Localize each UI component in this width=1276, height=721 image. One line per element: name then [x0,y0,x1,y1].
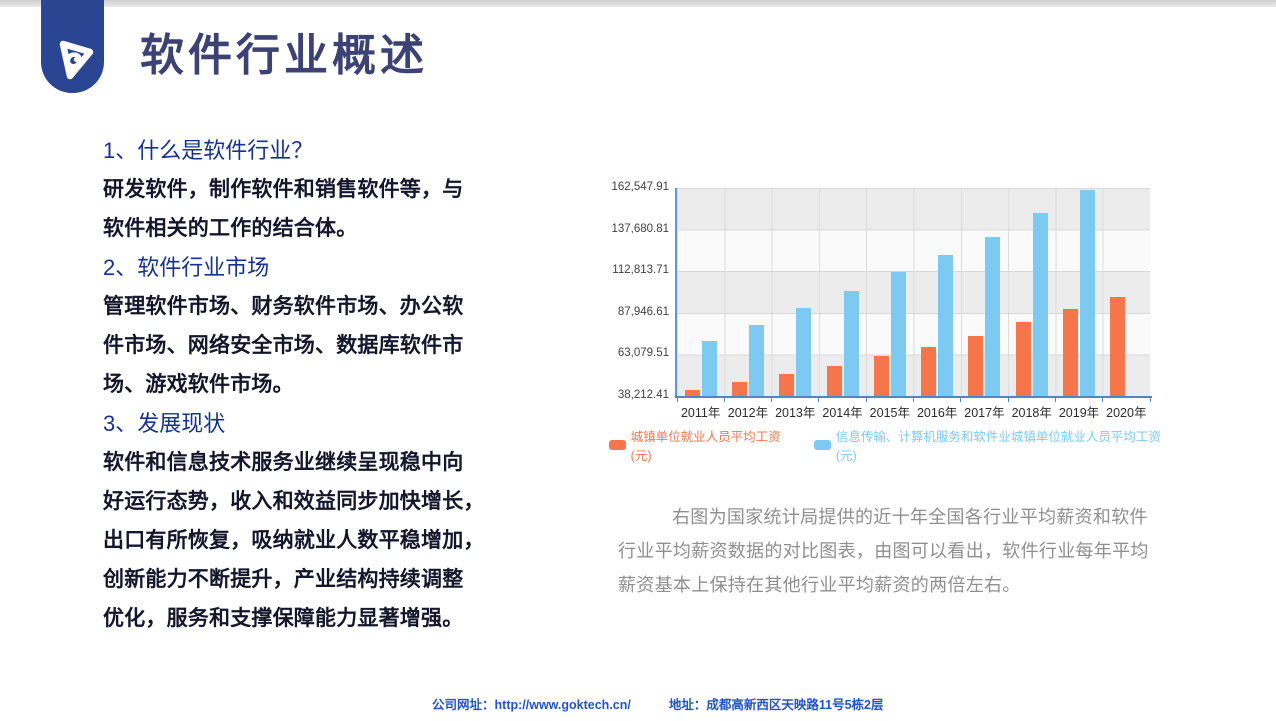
section-heading-3: 3、发展现状 [103,411,226,436]
bar-2018年-series1 [1015,322,1031,396]
legend-item-1: 城镇单位就业人员平均工资(元) [609,426,798,464]
x-axis-line [675,396,1152,398]
x-axis-label: 2013年 [775,406,816,420]
x-axis-tick [865,398,867,402]
y-axis-line [675,188,677,398]
footer-website: 公司网址：http://www.goktech.cn/ [432,694,631,713]
chart-caption: 右图为国家统计局提供的近十年全国各行业平均薪资和软件行业平均薪资数据的对比图表，… [618,500,1178,602]
x-axis-tick [960,398,962,402]
legend-swatch [814,440,831,450]
content-sections: 1、什么是软件行业？ 研发软件，制作软件和销售软件等，与 软件相关的工作的结合体。 2… [103,131,503,638]
legend-label: 城镇单位就业人员平均工资(元) [630,430,781,463]
bar-2020年-series1 [1110,297,1126,396]
bar-2018年-series2 [1032,213,1048,396]
y-axis-tick-label: 38,212.41 [617,389,669,401]
x-axis-tick [913,398,914,402]
legend-item-2: 信息传输、计算机服务和软件业城镇单位就业人员平均工资(元) [814,426,1175,464]
x-axis-label: 2019年 [1058,406,1100,420]
bar-2016年-series2 [938,255,954,396]
section-body-line: 研发软件，制作软件和销售软件等，与 [103,178,464,201]
bar-2011年-series2 [701,341,717,396]
y-axis-tick-label: 137,680.81 [611,222,669,235]
website-link[interactable]: http://www.goktech.cn/ [494,698,631,712]
company-logo [41,0,104,93]
section-heading-2: 2、软件行业市场 [103,255,270,280]
address-label: 地址： [668,698,707,712]
section-body-line: 场、游戏软件市场。 [103,373,294,396]
x-axis-label: 2012年 [727,406,769,420]
top-edge-strip [0,0,1276,7]
bar-2016年-series1 [921,347,937,396]
bar-2011年-series1 [684,390,700,396]
y-axis-tick-label: 162,547.91 [611,181,669,193]
x-axis-label: 2018年 [1011,406,1052,420]
page-title: 软件行业概述 [140,31,428,80]
x-axis-tick [1102,398,1104,402]
chart-plot-area [675,188,1152,398]
bar-2015年-series2 [890,272,906,396]
x-axis-label: 2020年 [1106,406,1147,420]
bar-2015年-series1 [873,356,889,396]
website-label: 公司网址： [432,698,495,712]
section-body-line: 管理软件市场、财务软件市场、办公软 [103,295,464,318]
section-body-line: 创新能力不断提升，产业结构持续调整 [103,568,464,591]
x-axis-tick [771,398,773,402]
section-body-line: 好运行态势，收入和效益同步加快增长， [103,490,485,513]
y-axis-tick-label: 87,946.61 [617,305,669,318]
bar-2017年-series1 [968,336,984,396]
bar-2012年-series1 [731,382,747,396]
x-axis-label: 2017年 [964,406,1005,420]
salary-bar-chart: 38,212.41 63,079.51 87,946.61 112,813.71 137… [609,180,1175,463]
section-body-line: 软件相关的工作的结合体。 [103,217,358,240]
x-axis-tick [818,398,820,402]
section-body-line: 出口有所恢复，吸纳就业人数平稳增加， [103,529,485,552]
caption-line: 薪资基本上保持在其他行业平均薪资的两倍左右。 [618,575,1021,595]
x-axis-tick [723,398,725,402]
footer-address: 地址：成都高新西区天映路11号5栋2层 [669,694,884,713]
footer: 公司网址：http://www.goktech.cn/ 地址：成都高新西区天映路… [432,694,884,713]
bar-2012年-series2 [748,325,764,396]
legend-label: 信息传输、计算机服务和软件业城镇单位就业人员平均工资(元) [835,430,1161,463]
section-body-line: 优化，服务和支撑保障能力显著增强。 [103,607,464,630]
bar-2013年-series1 [779,374,795,396]
bar-2014年-series1 [826,366,842,396]
x-axis-tick [1007,398,1009,402]
bar-2013年-series2 [796,308,812,396]
x-axis-label: 2014年 [822,406,863,420]
caption-line: 行业平均薪资数据的对比图表，由图可以看出，软件行业每年平均 [618,541,1149,561]
company-logo-icon [59,40,93,80]
x-axis-label: 2015年 [869,406,910,420]
bar-2017年-series2 [985,237,1001,396]
bar-2019年-series2 [1080,190,1096,396]
y-axis-tick-label: 63,079.51 [617,347,669,360]
chart-legend: 城镇单位就业人员平均工资(元) 信息传输、计算机服务和软件业城镇单位就业人员平均工… [609,426,1175,464]
section-body-line: 软件和信息技术服务业继续呈现稳中向 [103,451,464,474]
bar-2014年-series2 [843,291,859,396]
x-axis-labels: 2011年 2012年 2013年 2014年 2015年 2016年 2017年 2018年… [677,402,1150,421]
address-value: 成都高新西区天映路11号5栋2层 [706,698,884,712]
caption-line: 右图为国家统计局提供的近十年全国各行业平均薪资和软件 [672,507,1148,527]
x-axis-label: 2011年 [680,406,721,420]
section-body-line: 件市场、网络安全市场、数据库软件市 [103,334,464,357]
bar-2019年-series1 [1063,309,1079,396]
x-axis-tick [1149,398,1151,402]
y-axis-tick-label: 112,813.71 [612,264,669,277]
y-axis-labels: 38,212.41 63,079.51 87,946.61 112,813.71 137… [609,181,673,401]
x-axis-tick [676,398,678,402]
legend-swatch [609,440,626,450]
section-heading-1: 1、什么是软件行业？ [103,138,314,163]
x-axis-tick [1054,398,1056,402]
x-axis-label: 2016年 [916,406,958,420]
